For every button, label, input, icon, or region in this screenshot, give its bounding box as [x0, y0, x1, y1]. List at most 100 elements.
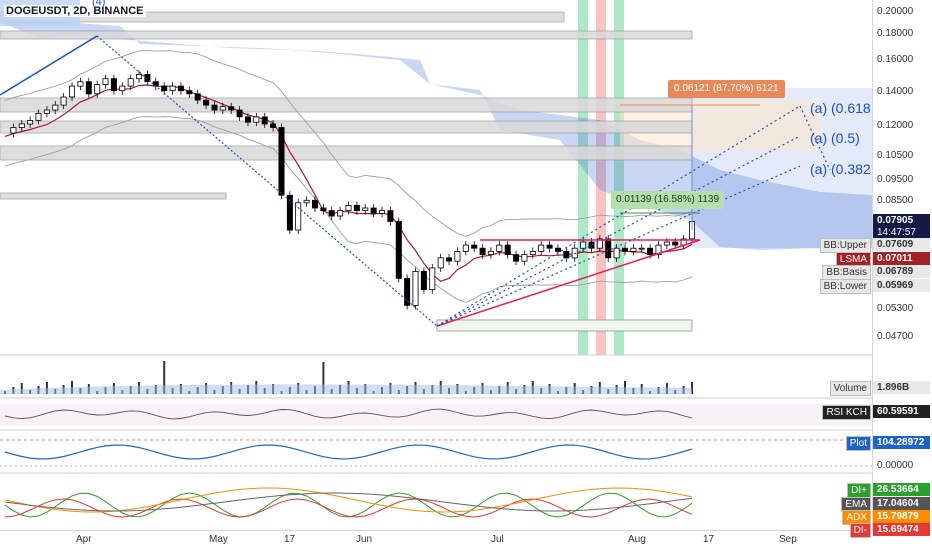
price-tick: 0.18000: [877, 28, 914, 39]
wave-label: (4): [92, 0, 106, 8]
tag-value-plot: 104.28972: [873, 436, 930, 449]
candle-34: [286, 194, 293, 231]
tag-value-bb-lower: 0.05969: [873, 279, 930, 292]
tag-label-volume: Volume: [829, 381, 871, 396]
candle-24: [203, 99, 210, 106]
price-tick: 0.14000: [877, 86, 914, 97]
candle-80: [672, 241, 679, 246]
candle-32: [270, 123, 277, 128]
candle-23: [194, 93, 201, 101]
fib-label-0382: (a) (0.382: [810, 161, 871, 177]
candle-19: [161, 85, 168, 92]
candle-74: [622, 247, 629, 252]
candle-21: [177, 85, 184, 92]
tag-value-volume: 1.896B: [873, 381, 930, 394]
session-bar-green-1: [578, 0, 588, 355]
candle-15: [127, 78, 134, 87]
measure-label-small[interactable]: 0.01139 (16.58%) 1139: [611, 191, 725, 209]
candle-68: [571, 247, 578, 259]
tag-label-plot: Plot: [845, 436, 871, 451]
tag-value-lsma: 0.07011: [873, 252, 930, 265]
tag-label-bb-upper: BB:Upper: [819, 238, 871, 253]
fib-label-05: (a) (0.5): [810, 130, 860, 146]
candle-27: [228, 106, 235, 111]
candle-31: [261, 116, 268, 125]
level-box-1: [0, 11, 565, 23]
lsma-line: [4, 84, 693, 282]
price-tick: 0.08500: [877, 195, 914, 206]
candle-66: [555, 247, 562, 252]
time-tick: Apr: [76, 534, 92, 545]
candle-58: [487, 250, 494, 255]
price-tick: 0.09500: [877, 174, 914, 185]
tag-label-di-minus: DI-: [849, 523, 871, 538]
candle-8: [69, 85, 76, 98]
time-axis[interactable]: [0, 530, 932, 550]
time-tick: Sep: [779, 534, 797, 545]
price-tick: 0.20000: [877, 6, 914, 17]
rsi-line: [4, 408, 693, 420]
candle-14: [119, 85, 126, 92]
candle-26: [219, 106, 226, 111]
candle-70: [588, 241, 595, 249]
candle-20: [169, 85, 176, 92]
session-bar-red: [596, 0, 606, 355]
price-tick: 0.16000: [877, 54, 914, 65]
volume-bar-19: [163, 361, 166, 394]
tag-value-ema: 17.04604: [873, 497, 930, 510]
candle-37: [311, 199, 318, 209]
candle-51: [429, 267, 436, 290]
symbol-title[interactable]: DOGEUSDT, 2D, BINANCE: [4, 5, 146, 17]
candle-33: [278, 127, 285, 196]
di-minus-line: [4, 498, 693, 518]
level-box-5: [0, 145, 693, 161]
candle-30: [253, 116, 260, 123]
candle-44: [370, 207, 377, 214]
volume-bar-38: [322, 362, 325, 394]
level-box-4: [0, 120, 693, 134]
candle-41: [345, 204, 352, 211]
tag-value-bb-upper: 0.07609: [873, 238, 930, 251]
candle-72: [605, 238, 612, 259]
time-tick: Jul: [491, 534, 504, 545]
candle-54: [454, 250, 461, 262]
candle-13: [110, 78, 117, 92]
tag-value-di-minus: 15.69474: [873, 523, 930, 536]
candle-46: [387, 210, 394, 222]
candle-50: [420, 270, 427, 290]
candle-25: [211, 104, 218, 111]
candle-76: [638, 247, 645, 250]
price-tick: 0.10500: [877, 150, 914, 161]
tag-value-last: 0.07905: [873, 214, 930, 227]
measure-label-big[interactable]: 0.06121 (87.70%) 6121: [668, 80, 785, 98]
candle-62: [521, 254, 528, 262]
bb-upper-line: [4, 50, 693, 237]
level-box-2: [0, 30, 693, 40]
ema-line: [4, 492, 693, 512]
candle-6: [52, 104, 59, 111]
candle-56: [471, 244, 478, 249]
tag-sub-last: 14:47:57: [873, 227, 930, 239]
level-box-3: [0, 97, 693, 113]
time-tick: May: [209, 534, 228, 545]
candle-59: [496, 244, 503, 252]
candle-36: [303, 199, 310, 204]
price-tick: 0.04700: [877, 331, 914, 342]
fib-label-0618: (a) (0.618: [810, 100, 871, 116]
rsi-band: [0, 404, 872, 426]
time-tick: Jun: [356, 534, 373, 545]
fib-fan-2: [436, 135, 801, 327]
candle-40: [337, 210, 344, 217]
candle-69: [580, 241, 587, 249]
candle-3: [27, 120, 34, 125]
candle-39: [328, 210, 335, 217]
time-tick: 17: [284, 534, 296, 545]
time-tick: Aug: [628, 534, 646, 545]
tag-label-bb-basis: BB:Basis: [822, 265, 871, 280]
candle-60: [504, 244, 511, 256]
bb-lower-line: [4, 116, 693, 303]
candle-64: [538, 244, 545, 252]
fib-fan-1: [436, 105, 801, 327]
